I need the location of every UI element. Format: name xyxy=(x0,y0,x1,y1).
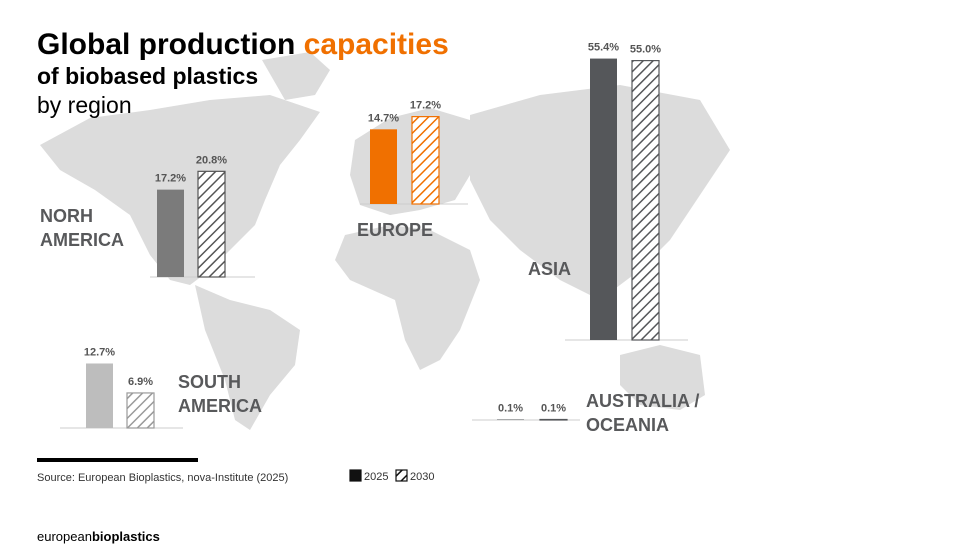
bar xyxy=(126,392,155,429)
region-label: AUSTRALIA / xyxy=(586,391,699,411)
value-label: 12.7% xyxy=(84,346,115,358)
value-label: 17.2% xyxy=(155,173,186,185)
region-label: OCEANIA xyxy=(586,415,669,435)
bars: 17.2% 20.8% NORH AMERICA 14.7% 17.2% EUROPE 55.… xyxy=(40,42,699,435)
value-label: 6.9% xyxy=(128,376,153,388)
bar xyxy=(157,189,184,277)
region-label: ASIA xyxy=(528,259,571,279)
region-label: EUROPE xyxy=(357,220,433,240)
source: Source: European Bioplastics, nova-Insti… xyxy=(37,472,288,484)
value-label: 0.1% xyxy=(498,402,523,414)
bar xyxy=(631,59,660,341)
region-label: SOUTH xyxy=(178,372,241,392)
title-highlight: capacities xyxy=(304,28,449,61)
rule xyxy=(37,458,198,462)
value-label: 14.7% xyxy=(368,112,399,124)
world-map xyxy=(40,52,730,430)
logo-part: european xyxy=(37,529,92,544)
title-part: Global production xyxy=(37,28,304,61)
footer-logo: europeanbioplastics xyxy=(37,529,160,544)
value-label: 0.1% xyxy=(541,402,566,414)
region-label: NORH xyxy=(40,206,93,226)
title: Global production capacities xyxy=(37,28,449,61)
legend-label: 2030 xyxy=(410,471,434,483)
bar xyxy=(370,129,397,204)
legend-swatch xyxy=(349,469,362,482)
bar xyxy=(590,58,617,341)
title-line: of biobased plastics xyxy=(37,63,258,89)
value-label: 17.2% xyxy=(410,100,441,112)
value-label: 20.8% xyxy=(196,154,227,166)
logo-part: bioplastics xyxy=(92,529,160,544)
bar xyxy=(497,419,524,420)
region-label: AMERICA xyxy=(178,396,262,416)
bar xyxy=(411,116,440,205)
value-label: 55.4% xyxy=(588,42,619,54)
bar xyxy=(86,363,113,428)
bar xyxy=(197,170,226,278)
bar xyxy=(539,418,568,421)
title-line: by region xyxy=(37,92,132,118)
value-label: 55.0% xyxy=(630,44,661,56)
legend-swatch xyxy=(395,469,408,482)
legend-label: 2025 xyxy=(364,471,388,483)
legend: 2025 2030 xyxy=(349,469,434,483)
region-label: AMERICA xyxy=(40,230,124,250)
